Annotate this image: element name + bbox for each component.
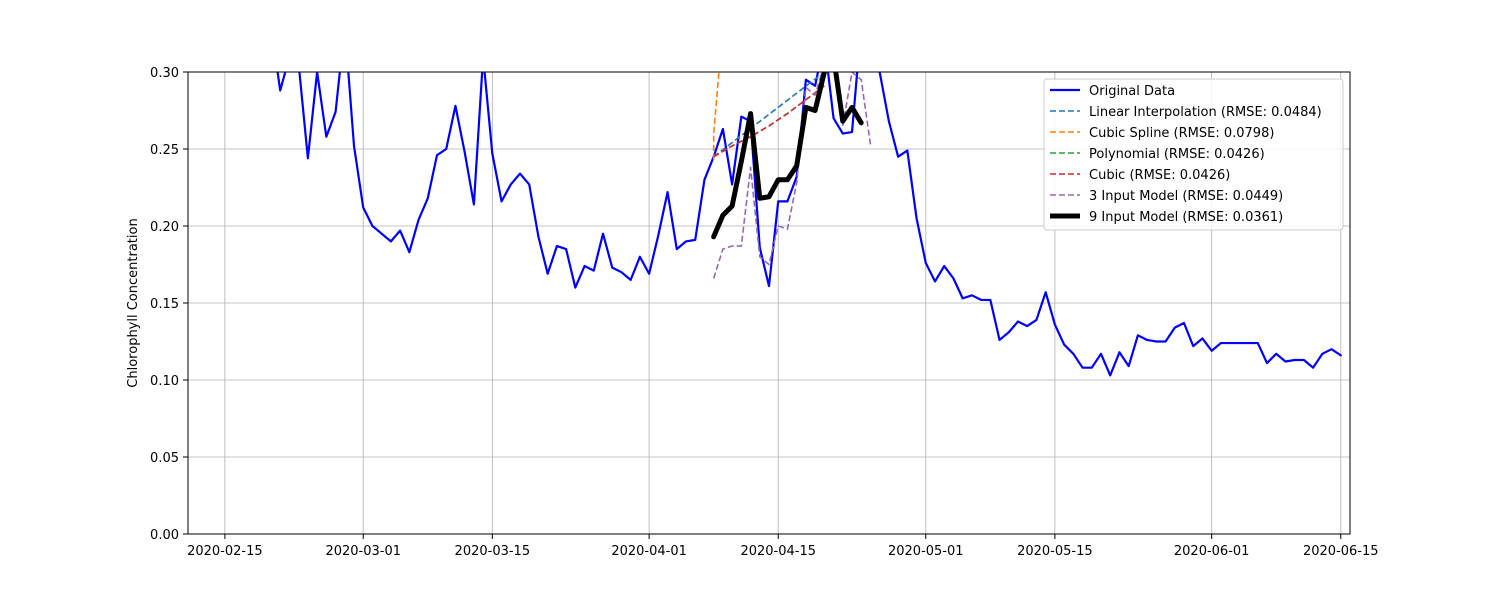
legend-label-6: 9 Input Model (RMSE: 0.0361) bbox=[1089, 210, 1283, 225]
x-tick-label: 2020-03-01 bbox=[325, 544, 401, 559]
legend-label-4: Cubic (RMSE: 0.0426) bbox=[1089, 168, 1230, 183]
y-tick-label: 0.10 bbox=[150, 374, 179, 389]
x-tick-label: 2020-05-01 bbox=[888, 544, 964, 559]
y-tick-label: 0.25 bbox=[150, 143, 179, 158]
x-axis: 2020-02-15 2020-03-01 2020-03-15 2020-04-01… bbox=[187, 534, 1379, 559]
y-tick-label: 0.15 bbox=[150, 297, 179, 312]
legend-label-1: Linear Interpolation (RMSE: 0.0484) bbox=[1089, 105, 1322, 120]
y-tick-label: 0.05 bbox=[150, 451, 179, 466]
series-layer bbox=[276, 72, 1342, 377]
legend: Original Data Linear Interpolation (RMSE:… bbox=[1043, 78, 1344, 231]
x-tick-label: 2020-06-01 bbox=[1174, 544, 1250, 559]
legend-label-2: Cubic Spline (RMSE: 0.0798) bbox=[1089, 126, 1274, 141]
y-tick-label: 0.00 bbox=[150, 528, 179, 543]
y-axis: 0.00 0.05 0.10 0.15 0.20 0.25 0.30 bbox=[150, 66, 188, 543]
legend-box bbox=[1043, 78, 1344, 231]
x-tick-label: 2020-06-15 bbox=[1303, 544, 1379, 559]
y-tick-label: 0.20 bbox=[150, 220, 179, 235]
x-tick-label: 2020-04-15 bbox=[740, 544, 816, 559]
series-line-4 bbox=[713, 85, 825, 158]
legend-label-0: Original Data bbox=[1089, 84, 1175, 99]
legend-label-5: 3 Input Model (RMSE: 0.0449) bbox=[1089, 189, 1283, 204]
legend-label-3: Polynomial (RMSE: 0.0426) bbox=[1089, 147, 1265, 162]
y-tick-label: 0.30 bbox=[150, 66, 179, 81]
y-axis-label: Chlorophyll Concentration bbox=[126, 218, 141, 387]
series-line-1 bbox=[713, 72, 825, 158]
x-tick-label: 2020-04-01 bbox=[611, 544, 687, 559]
series-line-6 bbox=[711, 72, 864, 240]
x-tick-label: 2020-02-15 bbox=[187, 544, 263, 559]
x-tick-label: 2020-03-15 bbox=[455, 544, 531, 559]
x-tick-label: 2020-05-15 bbox=[1017, 544, 1093, 559]
